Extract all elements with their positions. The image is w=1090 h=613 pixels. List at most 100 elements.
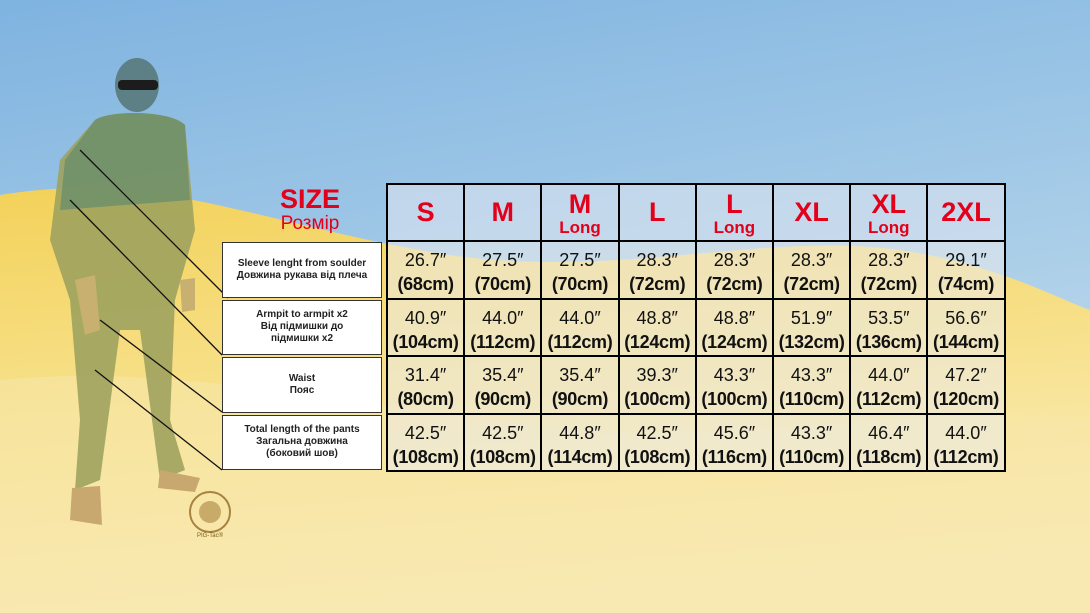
inches: 53.5″ [868, 307, 910, 328]
size-note: Long [868, 218, 910, 237]
inches: 28.3″ [790, 250, 833, 270]
centimeters: (112cm) [547, 331, 613, 352]
inches: 28.3″ [713, 250, 756, 270]
centimeters: (118cm) [856, 446, 922, 467]
size-cell: 51.9″ (132cm) [772, 297, 852, 357]
size-name: M [491, 197, 515, 227]
inches: 51.9″ [790, 307, 833, 328]
inches: 46.4″ [868, 422, 910, 443]
size-name: XL [794, 197, 829, 227]
size-cell: 39.3″ (100cm) [617, 355, 697, 415]
inches: 27.5″ [482, 250, 524, 270]
size-cell: 42.5″ (108cm) [386, 412, 466, 472]
size-cell: 44.8″ (114cm) [540, 412, 620, 472]
inches: 26.7″ [404, 250, 447, 270]
size-header: M [463, 183, 543, 242]
size-cell: 43.3″ (110cm) [772, 412, 852, 472]
size-title: SIZE [279, 184, 340, 214]
centimeters: (136cm) [855, 331, 922, 352]
pointer-line [99, 319, 223, 413]
row-label-line: Довжина рукава від плеча [236, 269, 368, 281]
pointer-line [94, 369, 223, 471]
size-cell: 48.8″ (124cm) [694, 297, 774, 357]
inches: 27.5″ [559, 250, 601, 270]
inches: 56.6″ [945, 307, 987, 328]
size-cell: 45.6″ (116cm) [694, 412, 774, 472]
size-header: S [386, 183, 466, 242]
inches: 31.4″ [404, 365, 447, 385]
inches: 44.8″ [559, 422, 601, 443]
size-cell: 48.8″ (124cm) [617, 297, 697, 357]
inches: 40.9″ [404, 307, 447, 328]
size-header: XL [772, 183, 852, 242]
centimeters: (124cm) [701, 331, 768, 352]
inches: 44.0″ [868, 365, 910, 385]
inches: 48.8″ [713, 307, 756, 328]
pointer-line [69, 199, 223, 356]
centimeters: (144cm) [933, 331, 999, 352]
size-cell: 28.3″ (72cm) [772, 240, 852, 300]
size-cell: 44.0″ (112cm) [926, 412, 1006, 472]
size-cell: 28.3″ (72cm) [849, 240, 929, 300]
centimeters: (72cm) [783, 274, 840, 294]
inches: 44.0″ [559, 307, 601, 328]
size-cell: 46.4″ (118cm) [849, 412, 929, 472]
size-cell: 27.5″ (70cm) [463, 240, 543, 300]
size-cell: 43.3″ (100cm) [694, 355, 774, 415]
size-subtitle: Розмір [280, 213, 340, 234]
centimeters: (124cm) [624, 331, 691, 352]
inches: 48.8″ [636, 307, 678, 328]
size-cell: 31.4″ (80cm) [386, 355, 466, 415]
inches: 35.4″ [559, 365, 601, 385]
size-cell: 44.0″ (112cm) [463, 297, 543, 357]
centimeters: (114cm) [547, 446, 613, 467]
size-cell: 47.2″ (120cm) [926, 355, 1006, 415]
size-name: S [416, 197, 435, 227]
centimeters: (104cm) [392, 331, 459, 352]
size-note: Long [713, 218, 756, 237]
row-label-line: Waist [288, 372, 316, 384]
row-label-line: Total length of the pants [244, 424, 360, 436]
size-cell: 29.1″ (74cm) [926, 240, 1006, 300]
row-label-line: Пояс [289, 384, 315, 396]
size-name: L [726, 189, 743, 219]
row-label-line: Sleeve lenght from soulder [237, 257, 367, 269]
soldier-figure [50, 58, 200, 525]
inches: 42.5″ [636, 422, 678, 443]
size-cell: 27.5″ (70cm) [540, 240, 620, 300]
size-note: Long [559, 218, 601, 237]
centimeters: (120cm) [933, 389, 999, 409]
size-header: L Long [694, 183, 774, 242]
centimeters: (108cm) [624, 446, 691, 467]
centimeters: (74cm) [937, 274, 995, 294]
size-cell: 35.4″ (90cm) [540, 355, 620, 415]
size-cell: 26.7″ (68cm) [386, 240, 466, 300]
centimeters: (68cm) [397, 274, 454, 294]
size-header: M Long [540, 183, 620, 242]
size-header: L [617, 183, 697, 242]
inches: 29.1″ [945, 250, 987, 270]
row-label-line: Armpit to armpit x2 [256, 309, 348, 321]
inches: 45.6″ [713, 422, 756, 443]
size-cell: 44.0″ (112cm) [849, 355, 929, 415]
row-label: Armpit to armpit x2 Від підмишки до підмиш… [222, 299, 382, 355]
inches: 43.3″ [790, 365, 833, 385]
size-name: M [568, 189, 592, 219]
logo-icon [189, 491, 231, 533]
inches: 35.4″ [482, 365, 524, 385]
centimeters: (112cm) [933, 446, 999, 467]
size-cell: 42.5″ (108cm) [463, 412, 543, 472]
centimeters: (108cm) [469, 446, 536, 467]
inches: 44.0″ [482, 307, 524, 328]
size-cell: 44.0″ (112cm) [540, 297, 620, 357]
centimeters: (80cm) [397, 389, 454, 409]
centimeters: (90cm) [551, 389, 609, 409]
centimeters: (110cm) [779, 446, 845, 467]
size-cell: 28.3″ (72cm) [694, 240, 774, 300]
size-name: XL [871, 189, 907, 219]
centimeters: (70cm) [551, 274, 609, 294]
inches: 42.5″ [404, 422, 447, 443]
inches: 44.0″ [945, 422, 987, 443]
size-cell: 35.4″ (90cm) [463, 355, 543, 415]
inches: 39.3″ [636, 365, 678, 385]
